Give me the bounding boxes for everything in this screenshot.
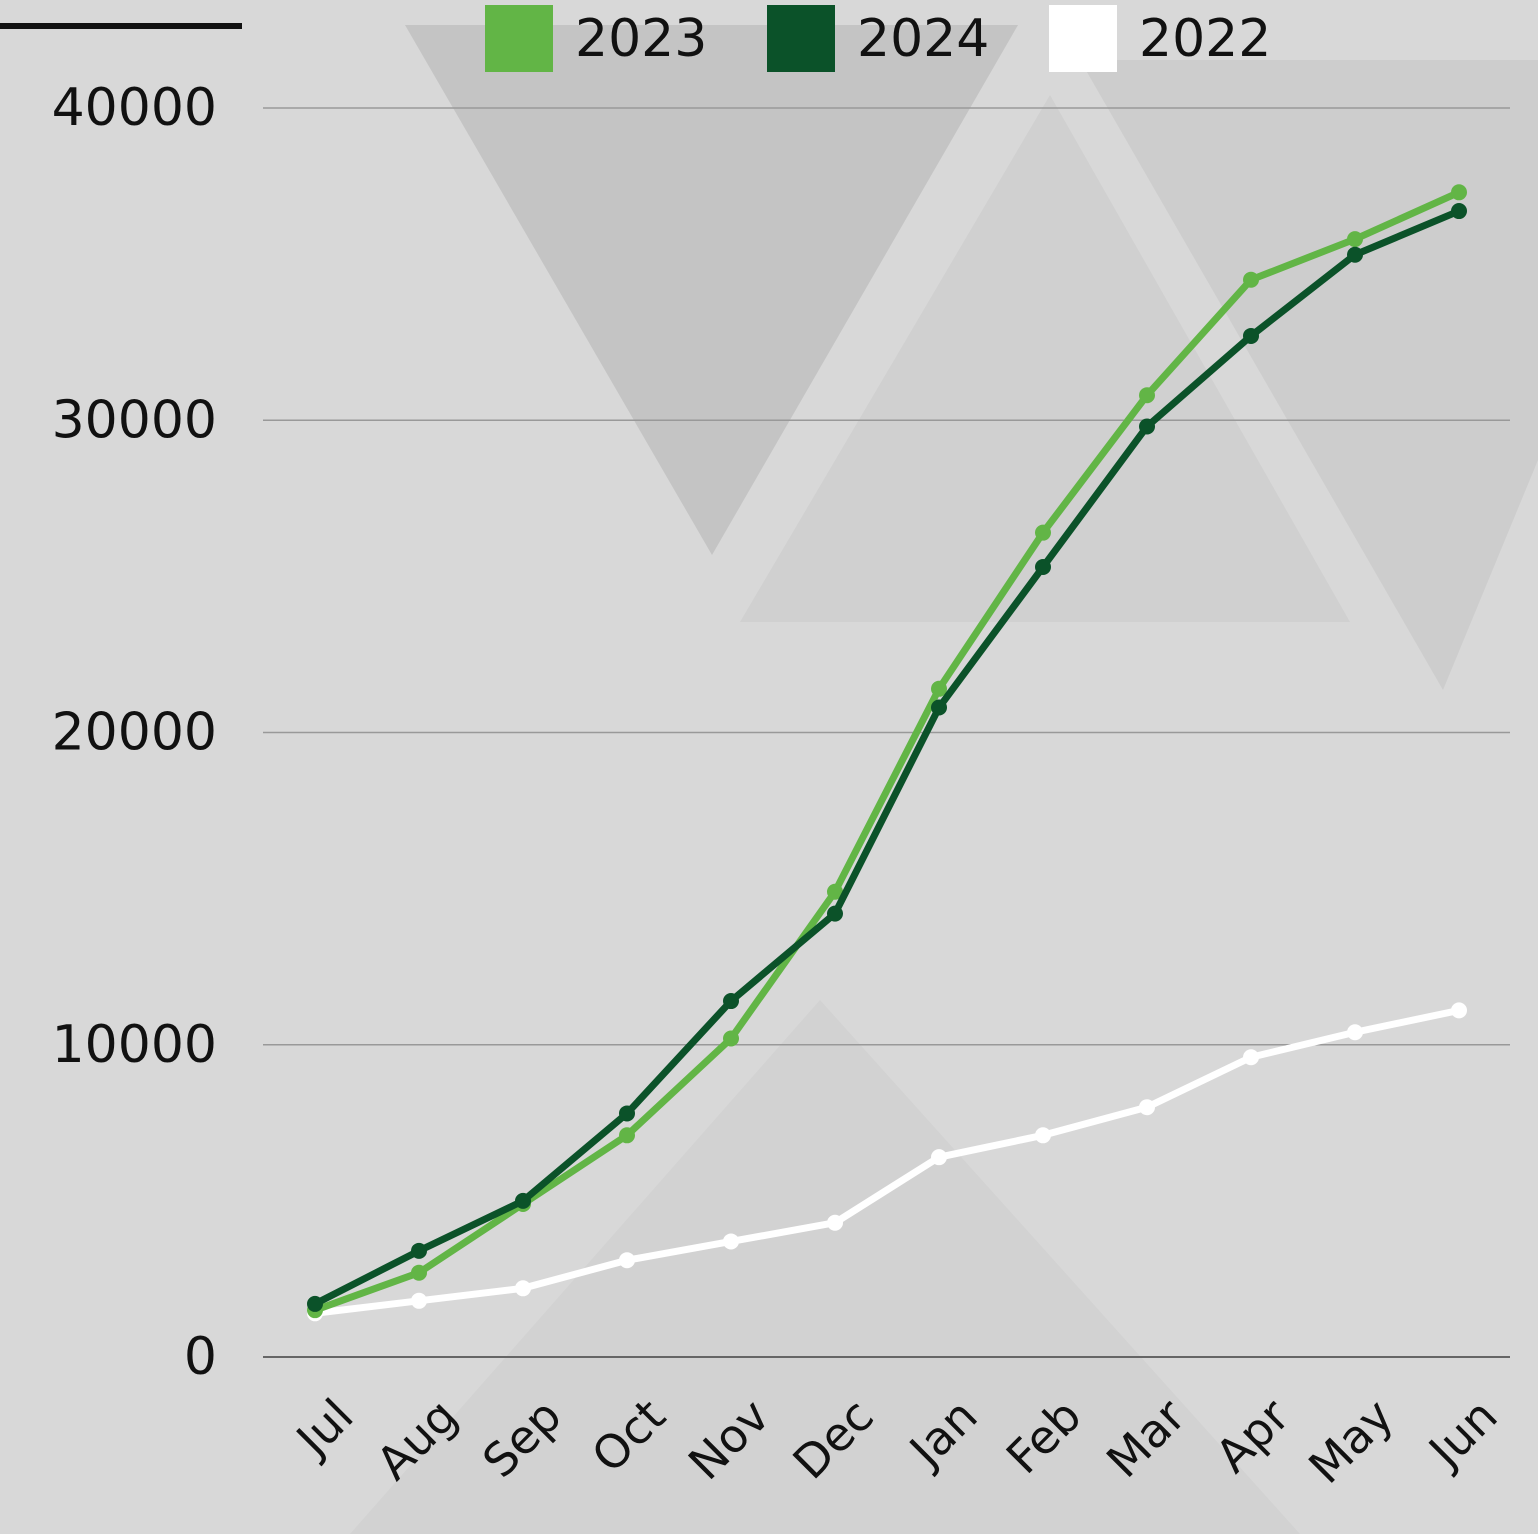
data-point bbox=[1243, 271, 1259, 288]
data-point bbox=[827, 1214, 843, 1231]
y-tick-label: 10000 bbox=[52, 1015, 217, 1075]
data-point bbox=[1035, 524, 1051, 541]
y-tick-label: 0 bbox=[184, 1327, 217, 1387]
data-point bbox=[1347, 231, 1363, 248]
data-point bbox=[1243, 327, 1259, 344]
data-point bbox=[1347, 246, 1363, 263]
data-point bbox=[931, 1149, 947, 1166]
data-point bbox=[411, 1264, 427, 1281]
data-point bbox=[1139, 418, 1155, 435]
legend-swatch bbox=[767, 5, 835, 72]
data-point bbox=[723, 993, 739, 1010]
data-point bbox=[1139, 387, 1155, 404]
decor-triangle bbox=[740, 95, 1350, 622]
data-point bbox=[827, 883, 843, 900]
data-point bbox=[1347, 1024, 1363, 1041]
data-point bbox=[515, 1280, 531, 1297]
legend-swatch bbox=[485, 5, 553, 72]
data-point bbox=[1243, 1049, 1259, 1066]
decor-triangle bbox=[405, 25, 1018, 555]
data-point bbox=[1451, 203, 1467, 220]
y-tick-label: 30000 bbox=[52, 390, 217, 450]
data-point bbox=[1139, 1099, 1155, 1116]
series-line bbox=[313, 207, 1461, 1308]
legend-label: 2024 bbox=[857, 9, 989, 69]
legend-label: 2023 bbox=[575, 9, 707, 69]
series-line bbox=[314, 1006, 1460, 1317]
data-point bbox=[723, 1233, 739, 1250]
y-tick-label: 20000 bbox=[52, 703, 217, 763]
decor-triangle bbox=[1080, 60, 1538, 690]
data-point bbox=[827, 905, 843, 922]
data-point bbox=[619, 1127, 635, 1144]
data-point bbox=[411, 1292, 427, 1309]
decor-triangle bbox=[350, 1000, 1300, 1534]
data-point bbox=[1451, 1002, 1467, 1019]
data-point bbox=[1451, 184, 1467, 201]
series-line bbox=[313, 189, 1461, 1314]
data-point bbox=[931, 699, 947, 716]
data-point bbox=[723, 1030, 739, 1047]
data-point bbox=[619, 1252, 635, 1269]
data-point bbox=[1035, 1127, 1051, 1144]
data-point bbox=[1035, 559, 1051, 576]
data-point bbox=[515, 1192, 531, 1209]
data-point bbox=[307, 1295, 323, 1312]
data-point bbox=[411, 1242, 427, 1259]
data-point bbox=[931, 680, 947, 697]
y-tick-label: 40000 bbox=[52, 78, 217, 138]
legend-label: 2022 bbox=[1139, 9, 1271, 69]
data-point bbox=[619, 1105, 635, 1122]
legend-swatch bbox=[1049, 5, 1117, 72]
